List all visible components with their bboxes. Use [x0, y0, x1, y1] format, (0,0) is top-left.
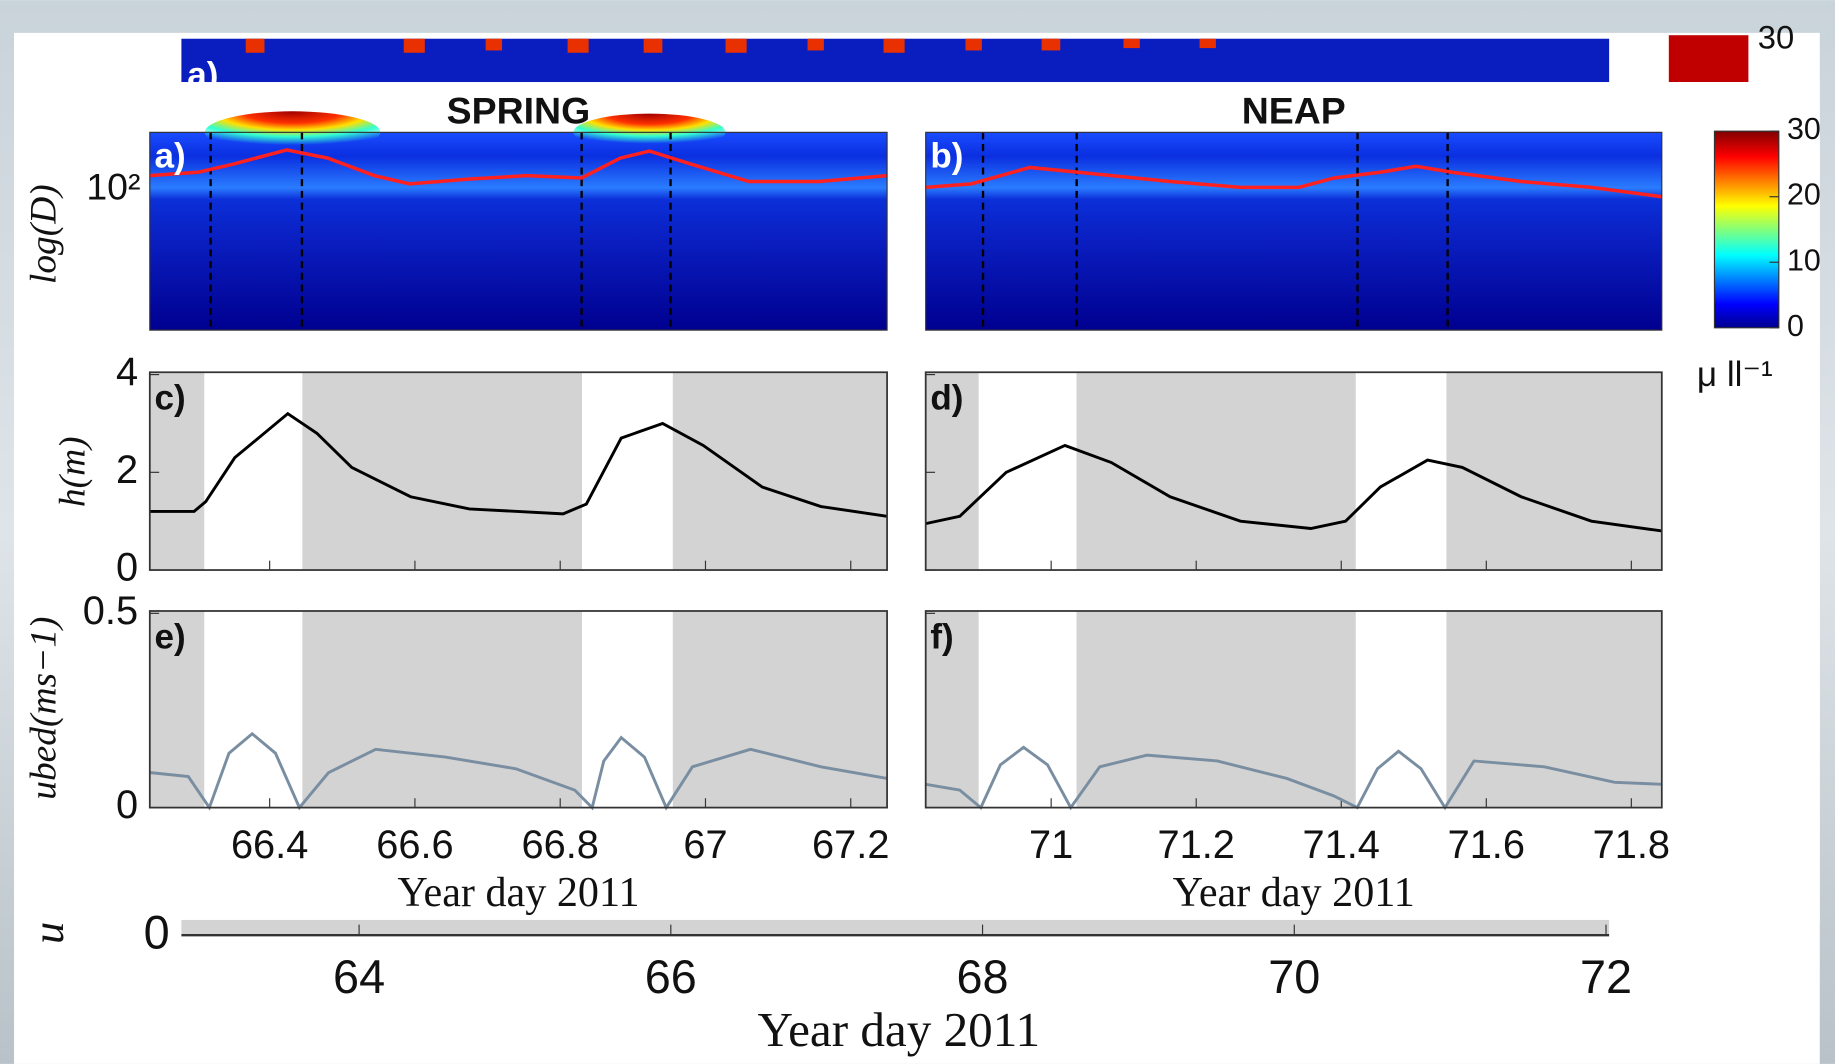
shaded-span	[1446, 610, 1662, 808]
x-tick-label: 67	[683, 823, 727, 867]
x-axis-label: Year day 2011	[1173, 869, 1415, 916]
shaded-span	[672, 372, 888, 571]
panel-title: NEAP	[1242, 90, 1346, 132]
x-tick-label: 66.6	[376, 823, 453, 867]
y-axis-label: log(D)	[23, 184, 64, 284]
x-tick-label: 71.4	[1303, 823, 1380, 867]
colorbar-tick-label: 10	[1787, 243, 1821, 277]
data-line	[925, 745, 1662, 811]
panel-label: d)	[930, 379, 963, 418]
background-x-tick-label: 66	[645, 951, 697, 1003]
background-y-axis-label: u	[23, 922, 73, 944]
panel-label: c)	[154, 379, 185, 418]
y-tick-label: 4	[116, 350, 138, 394]
data-line	[150, 731, 888, 811]
background-hotspots	[245, 38, 1216, 53]
shaded-span	[1076, 372, 1356, 571]
shaded-span	[1446, 372, 1662, 571]
x-tick-label: 71.6	[1448, 823, 1525, 867]
background-x-tick-label: 68	[957, 951, 1009, 1003]
data-line	[150, 411, 888, 518]
x-tick-label: 71.8	[1593, 823, 1670, 867]
plot-frame	[148, 371, 888, 571]
shaded-span	[925, 372, 979, 571]
colorbar-tick-label: 0	[1787, 309, 1804, 343]
y-axis-label: ubed(ms−1)	[23, 616, 64, 799]
y-tick-label: 0	[116, 783, 138, 827]
colorbar-tick-label: 30	[1787, 112, 1821, 146]
colorbar-label: μ ll⁻¹	[1697, 355, 1773, 394]
shaded-span	[302, 372, 582, 571]
background-colorbar-tick-label: 30	[1758, 19, 1794, 56]
y-axis-label: h(m)	[53, 436, 94, 507]
data-line	[925, 443, 1662, 533]
background-x-tick-label: 70	[1268, 951, 1320, 1003]
background-x-tick-label: 64	[333, 951, 385, 1003]
heatmap-neap	[925, 131, 1663, 331]
x-tick-label: 71.2	[1157, 823, 1234, 867]
plot-frame	[924, 371, 1663, 571]
panel-title: SPRING	[447, 90, 591, 132]
shaded-span	[672, 610, 888, 808]
y-tick-label: 10²	[86, 166, 140, 208]
x-tick-label: 71	[1029, 823, 1073, 867]
y-tick-label: 0.5	[83, 589, 138, 633]
shaded-span	[925, 610, 979, 808]
x-tick-label: 66.8	[521, 823, 598, 867]
colorbar	[1713, 130, 1780, 329]
y-tick-label: 2	[116, 448, 138, 492]
background-axis-band	[181, 919, 1610, 934]
plot-frame	[148, 610, 888, 809]
background-x-axis-label: Year day 2011	[758, 1002, 1041, 1057]
panel-label: e)	[154, 617, 185, 656]
colorbar-tick-label: 20	[1787, 178, 1821, 212]
panel-label: b)	[930, 136, 963, 175]
plot-frame	[924, 610, 1663, 809]
background-x-tick-label: 72	[1580, 951, 1632, 1003]
shaded-span	[149, 372, 205, 571]
background-colorbar	[1668, 35, 1749, 83]
shaded-span	[1076, 610, 1356, 808]
x-axis-label: Year day 2011	[397, 869, 639, 916]
heatmap-spring	[149, 111, 888, 331]
y-tick-label: 0	[116, 546, 138, 590]
panel-label: a)	[154, 136, 185, 175]
panel-label: f)	[930, 617, 953, 656]
x-tick-label: 67.2	[812, 823, 889, 867]
background-panel-label: a)	[187, 56, 218, 95]
background-y-tick-label: 0	[144, 907, 170, 959]
x-tick-label: 66.4	[231, 823, 308, 867]
